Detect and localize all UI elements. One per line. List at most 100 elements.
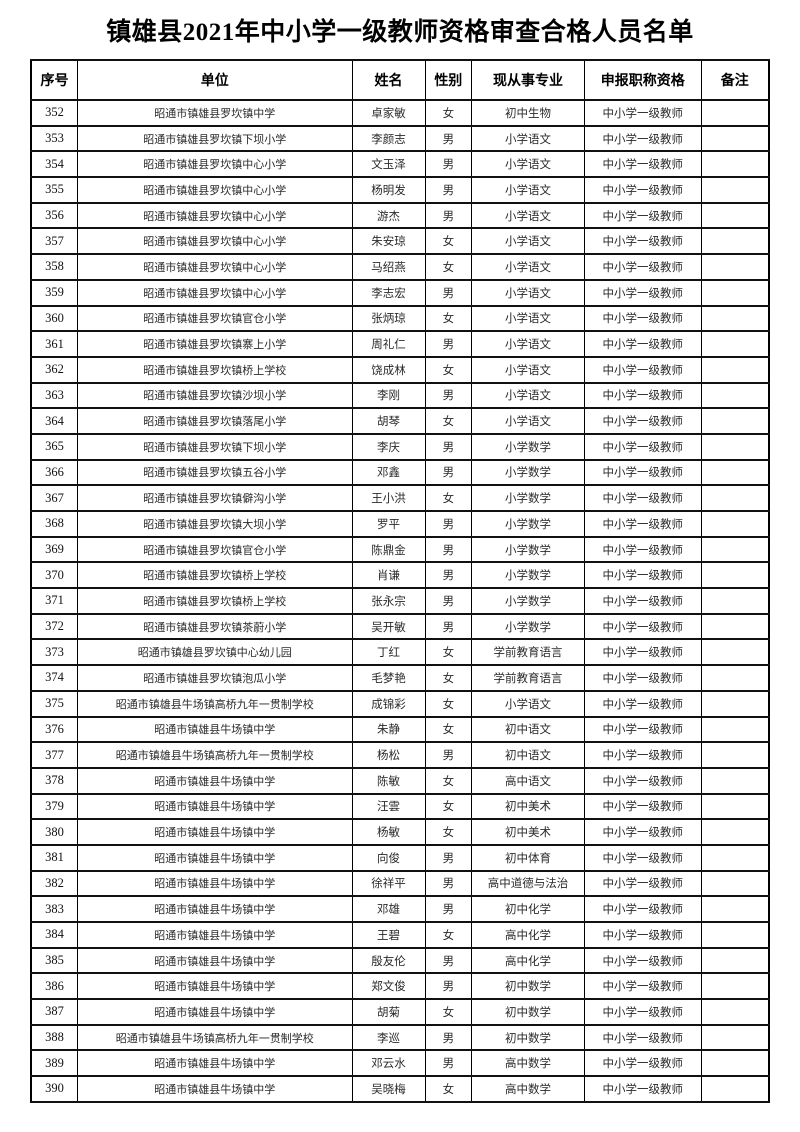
table-cell-col-remark — [700, 484, 770, 512]
table-cell-col-title: 中小学一级教师 — [583, 895, 702, 923]
table-cell-col-remark — [700, 561, 770, 590]
table-row: 375 昭通市镇雄县牛场镇高桥九年一贯制学校 成锦彩女小学语文 中小学一级教师 — [30, 689, 770, 718]
table-cell-col-name: 张永宗 — [351, 587, 426, 615]
table-cell-col-subject: 小学数学 — [471, 484, 585, 512]
table-cell-col-unit: 昭通市镇雄县牛场镇中学 — [76, 1049, 353, 1078]
table-cell-col-remark — [700, 869, 770, 898]
table-cell-col-subject: 小学数学 — [471, 510, 585, 538]
table-cell-col-remark — [700, 407, 770, 435]
table-cell-col-seq: 385 — [30, 946, 78, 975]
table-cell-col-subject: 高中语文 — [471, 766, 585, 795]
table-cell-col-unit: 昭通市镇雄县罗坎镇中心小学 — [76, 227, 353, 256]
table-cell-col-gender: 男 — [424, 561, 473, 590]
table-cell-col-seq: 368 — [30, 510, 78, 538]
table-row: 361 昭通市镇雄县罗坎镇寨上小学 周礼仁男小学语文 中小学一级教师 — [30, 330, 770, 358]
table-cell-col-seq: 354 — [30, 150, 78, 179]
table-cell-col-subject: 小学语文 — [471, 330, 585, 358]
table-cell-col-unit: 昭通市镇雄县罗坎镇沙坝小学 — [76, 381, 353, 410]
table-cell-col-name: 杨明发 — [351, 176, 426, 204]
table-cell-col-unit: 昭通市镇雄县牛场镇中学 — [76, 818, 353, 846]
table-cell-col-name: 陈敏 — [351, 766, 426, 795]
table-row: 373 昭通市镇雄县罗坎镇中心幼儿园 丁红女学前教育语言 中小学一级教师 — [30, 638, 770, 667]
table-cell-col-title: 中小学一级教师 — [583, 587, 702, 615]
column-header-col-subject: 现从事专业 — [471, 59, 585, 101]
table-cell-col-name: 吴开敏 — [351, 612, 426, 641]
table-cell-col-gender: 女 — [424, 998, 473, 1026]
column-header-col-title: 申报职称资格 — [583, 59, 702, 101]
table-cell-col-name: 张炳琼 — [351, 304, 426, 333]
table-cell-col-seq: 356 — [30, 201, 78, 230]
table-cell-col-seq: 380 — [30, 818, 78, 846]
table-cell-col-remark — [700, 1075, 770, 1103]
table-cell-col-unit: 昭通市镇雄县牛场镇中学 — [76, 1075, 353, 1103]
table-cell-col-seq: 371 — [30, 587, 78, 615]
table-cell-col-title: 中小学一级教师 — [583, 432, 702, 461]
table-cell-col-seq: 369 — [30, 535, 78, 564]
table-cell-col-gender: 男 — [424, 432, 473, 461]
table-cell-col-seq: 377 — [30, 741, 78, 769]
table-cell-col-gender: 男 — [424, 124, 473, 153]
table-cell-col-subject: 初中化学 — [471, 895, 585, 923]
table-cell-col-name: 汪雲 — [351, 792, 426, 821]
table-row: 362 昭通市镇雄县罗坎镇桥上学校 饶成林女小学语文 中小学一级教师 — [30, 355, 770, 384]
table-cell-col-subject: 小学语文 — [471, 150, 585, 179]
table-cell-col-remark — [700, 612, 770, 641]
table-cell-col-seq: 376 — [30, 715, 78, 744]
table-row: 358 昭通市镇雄县罗坎镇中心小学 马绍燕女小学语文 中小学一级教师 — [30, 253, 770, 281]
table-cell-col-name: 陈鼎金 — [351, 535, 426, 564]
table-row: 384 昭通市镇雄县牛场镇中学 王碧女高中化学 中小学一级教师 — [30, 921, 770, 949]
table-row: 377 昭通市镇雄县牛场镇高桥九年一贯制学校 杨松男初中语文 中小学一级教师 — [30, 741, 770, 769]
table-cell-col-gender: 女 — [424, 407, 473, 435]
table-cell-col-name: 王小洪 — [351, 484, 426, 512]
table-cell-col-remark — [700, 741, 770, 769]
table-row: 365 昭通市镇雄县罗坎镇下坝小学 李庆男小学数学 中小学一级教师 — [30, 432, 770, 461]
table-cell-col-subject: 高中数学 — [471, 1075, 585, 1103]
table-cell-col-remark — [700, 587, 770, 615]
table-cell-col-gender: 女 — [424, 1075, 473, 1103]
table-cell-col-seq: 365 — [30, 432, 78, 461]
table-row: 359 昭通市镇雄县罗坎镇中心小学 李志宏男小学语文 中小学一级教师 — [30, 278, 770, 307]
table-cell-col-subject: 小学语文 — [471, 355, 585, 384]
table-cell-col-remark — [700, 510, 770, 538]
table-cell-col-subject: 小学语文 — [471, 381, 585, 410]
table-cell-col-gender: 男 — [424, 869, 473, 898]
table-cell-col-title: 中小学一级教师 — [583, 843, 702, 872]
table-cell-col-unit: 昭通市镇雄县罗坎镇下坝小学 — [76, 124, 353, 153]
table-row: 385 昭通市镇雄县牛场镇中学 殷友伦男高中化学 中小学一级教师 — [30, 946, 770, 975]
table-cell-col-subject: 初中生物 — [471, 99, 585, 127]
table-cell-col-gender: 男 — [424, 381, 473, 410]
table-cell-col-seq: 355 — [30, 176, 78, 204]
table-cell-col-title: 中小学一级教师 — [583, 1023, 702, 1052]
table-cell-col-title: 中小学一级教师 — [583, 304, 702, 333]
table-cell-col-unit: 昭通市镇雄县牛场镇高桥九年一贯制学校 — [76, 689, 353, 718]
table-cell-col-name: 胡琴 — [351, 407, 426, 435]
table-row: 389 昭通市镇雄县牛场镇中学 邓云水男高中数学 中小学一级教师 — [30, 1049, 770, 1078]
table-row: 387 昭通市镇雄县牛场镇中学 胡菊女初中数学 中小学一级教师 — [30, 998, 770, 1026]
table-cell-col-seq: 379 — [30, 792, 78, 821]
table-cell-col-remark — [700, 278, 770, 307]
table-cell-col-title: 中小学一级教师 — [583, 176, 702, 204]
table-cell-col-remark — [700, 689, 770, 718]
table-row: 390 昭通市镇雄县牛场镇中学 吴晓梅女高中数学 中小学一级教师 — [30, 1075, 770, 1103]
table-cell-col-unit: 昭通市镇雄县牛场镇中学 — [76, 921, 353, 949]
table-cell-col-gender: 女 — [424, 253, 473, 281]
table-cell-col-name: 胡菊 — [351, 998, 426, 1026]
table-cell-col-gender: 男 — [424, 843, 473, 872]
table-cell-col-remark — [700, 818, 770, 846]
table-cell-col-gender: 男 — [424, 201, 473, 230]
table-cell-col-name: 马绍燕 — [351, 253, 426, 281]
column-header-col-remark: 备注 — [700, 59, 770, 101]
table-cell-col-unit: 昭通市镇雄县罗坎镇中心幼儿园 — [76, 638, 353, 667]
table-cell-col-name: 丁红 — [351, 638, 426, 667]
table-cell-col-unit: 昭通市镇雄县罗坎镇下坝小学 — [76, 432, 353, 461]
table-cell-col-remark — [700, 304, 770, 333]
table-row: 366 昭通市镇雄县罗坎镇五谷小学 邓鑫男小学数学 中小学一级教师 — [30, 458, 770, 487]
table-cell-col-name: 罗平 — [351, 510, 426, 538]
table-cell-col-remark — [700, 227, 770, 256]
table-row: 368 昭通市镇雄县罗坎镇大坝小学 罗平男小学数学 中小学一级教师 — [30, 510, 770, 538]
table-cell-col-subject: 小学语文 — [471, 227, 585, 256]
table-cell-col-unit: 昭通市镇雄县罗坎镇官仓小学 — [76, 535, 353, 564]
table-cell-col-title: 中小学一级教师 — [583, 1049, 702, 1078]
table-cell-col-remark — [700, 638, 770, 667]
